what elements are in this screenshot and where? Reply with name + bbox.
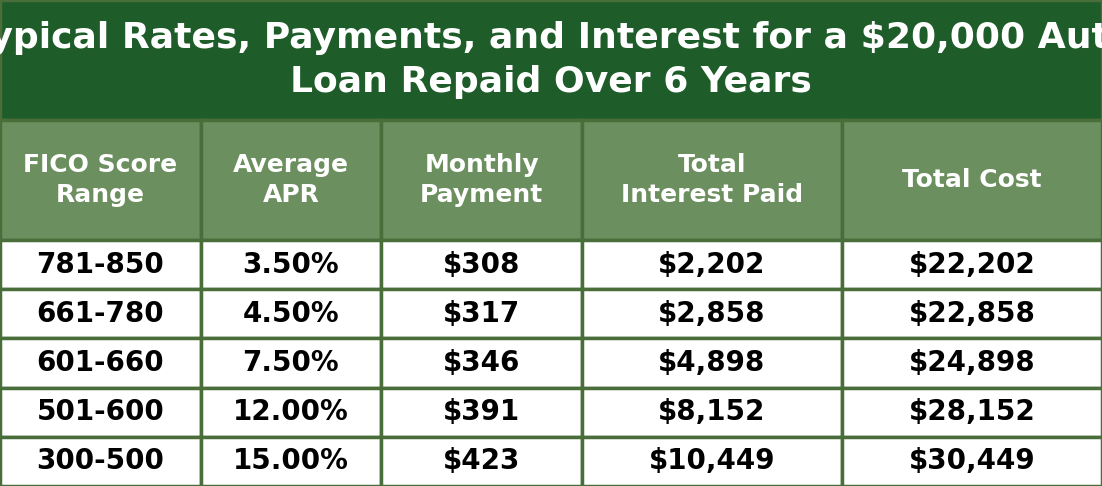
Bar bbox=[842, 338, 1102, 388]
Text: 3.50%: 3.50% bbox=[242, 251, 339, 278]
Text: $2,858: $2,858 bbox=[658, 300, 766, 328]
Bar bbox=[842, 289, 1102, 338]
Text: Total
Interest Paid: Total Interest Paid bbox=[620, 153, 803, 208]
Bar bbox=[0, 338, 201, 388]
Bar bbox=[381, 437, 582, 486]
Text: $346: $346 bbox=[443, 349, 520, 377]
Bar bbox=[582, 120, 842, 240]
Text: 661-780: 661-780 bbox=[36, 300, 164, 328]
Text: $10,449: $10,449 bbox=[649, 448, 775, 475]
Bar bbox=[0, 289, 201, 338]
Bar bbox=[0, 240, 201, 289]
Text: 12.00%: 12.00% bbox=[233, 398, 349, 426]
Text: $4,898: $4,898 bbox=[658, 349, 766, 377]
Bar bbox=[381, 120, 582, 240]
Text: $8,152: $8,152 bbox=[658, 398, 766, 426]
Text: $391: $391 bbox=[443, 398, 520, 426]
Text: Average
APR: Average APR bbox=[233, 153, 349, 208]
Bar bbox=[201, 388, 381, 437]
Bar bbox=[381, 240, 582, 289]
Text: 300-500: 300-500 bbox=[36, 448, 164, 475]
Bar bbox=[201, 289, 381, 338]
Bar bbox=[0, 388, 201, 437]
Bar bbox=[381, 388, 582, 437]
Bar bbox=[0, 0, 1102, 120]
Text: Monthly
Payment: Monthly Payment bbox=[420, 153, 543, 208]
Text: 4.50%: 4.50% bbox=[242, 300, 339, 328]
Text: $2,202: $2,202 bbox=[658, 251, 766, 278]
Text: $22,202: $22,202 bbox=[908, 251, 1036, 278]
Text: 781-850: 781-850 bbox=[36, 251, 164, 278]
Bar bbox=[201, 338, 381, 388]
Text: $30,449: $30,449 bbox=[909, 448, 1035, 475]
Bar bbox=[582, 388, 842, 437]
Text: 7.50%: 7.50% bbox=[242, 349, 339, 377]
Text: $22,858: $22,858 bbox=[908, 300, 1036, 328]
Text: 601-660: 601-660 bbox=[36, 349, 164, 377]
Text: FICO Score
Range: FICO Score Range bbox=[23, 153, 177, 208]
Text: $317: $317 bbox=[443, 300, 520, 328]
Text: $24,898: $24,898 bbox=[909, 349, 1035, 377]
Text: $308: $308 bbox=[443, 251, 520, 278]
Text: $28,152: $28,152 bbox=[908, 398, 1036, 426]
Bar bbox=[201, 120, 381, 240]
Bar bbox=[842, 437, 1102, 486]
Text: 15.00%: 15.00% bbox=[233, 448, 349, 475]
Bar bbox=[582, 338, 842, 388]
Bar bbox=[842, 388, 1102, 437]
Bar bbox=[582, 240, 842, 289]
Bar bbox=[0, 437, 201, 486]
Bar bbox=[582, 289, 842, 338]
Bar bbox=[582, 437, 842, 486]
Bar bbox=[381, 338, 582, 388]
Bar bbox=[201, 240, 381, 289]
Bar bbox=[381, 289, 582, 338]
Bar bbox=[201, 437, 381, 486]
Text: Total Cost: Total Cost bbox=[903, 168, 1041, 192]
Bar bbox=[842, 120, 1102, 240]
Text: Typical Rates, Payments, and Interest for a $20,000 Auto
Loan Repaid Over 6 Year: Typical Rates, Payments, and Interest fo… bbox=[0, 20, 1102, 100]
Bar bbox=[0, 120, 201, 240]
Text: $423: $423 bbox=[443, 448, 520, 475]
Text: 501-600: 501-600 bbox=[36, 398, 164, 426]
Bar bbox=[842, 240, 1102, 289]
